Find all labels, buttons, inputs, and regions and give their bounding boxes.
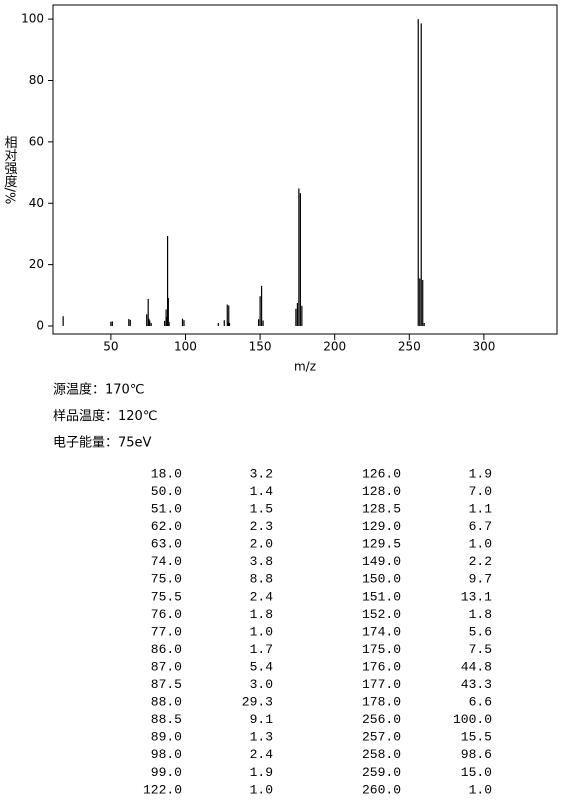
table-mz: 178.0 [362,695,401,710]
table-mz: 122.0 [143,782,182,797]
table-mz: 50.0 [151,484,182,499]
table-mz: 151.0 [362,589,401,604]
x-tick-label: 200 [323,340,346,354]
table-mz: 51.0 [151,502,182,517]
table-intensity: 1.9 [469,466,492,481]
table-mz: 63.0 [151,537,182,552]
table-intensity: 8.8 [250,572,273,587]
table-mz: 129.0 [362,519,401,534]
y-tick-label: 20 [29,257,44,271]
table-intensity: 1.8 [250,607,273,622]
y-tick-label: 0 [36,319,44,333]
table-intensity: 44.8 [461,659,492,674]
plot-frame [52,4,558,335]
table-mz: 260.0 [362,782,401,797]
table-intensity: 1.7 [250,642,273,657]
table-mz: 88.0 [151,695,182,710]
table-intensity: 5.4 [250,659,274,674]
x-tick-label: 50 [103,340,118,354]
table-mz: 176.0 [362,659,401,674]
table-mz: 18.0 [151,466,182,481]
x-axis-label: m/z [294,360,316,374]
table-mz: 177.0 [362,677,401,692]
table-intensity: 6.6 [469,695,492,710]
table-intensity: 9.1 [250,712,274,727]
table-intensity: 7.0 [469,484,492,499]
table-mz: 74.0 [151,554,182,569]
table-mz: 75.0 [151,572,182,587]
table-intensity: 1.3 [250,730,273,745]
x-tick-label: 300 [472,340,495,354]
y-tick-label: 100 [21,12,44,26]
table-intensity: 7.5 [469,642,492,657]
table-mz: 76.0 [151,607,182,622]
table-intensity: 9.7 [469,572,492,587]
info-line: 样品温度：120℃ [53,408,157,424]
table-mz: 77.0 [151,624,182,639]
table-intensity: 1.0 [469,537,492,552]
x-tick-label: 100 [174,340,197,354]
table-intensity: 3.8 [250,554,273,569]
table-intensity: 1.8 [469,607,492,622]
table-intensity: 2.4 [250,747,274,762]
table-intensity: 1.9 [250,765,273,780]
table-intensity: 2.2 [469,554,492,569]
table-mz: 87.5 [151,677,182,692]
table-mz: 129.5 [362,537,401,552]
table-intensity: 2.0 [250,537,273,552]
table-intensity: 29.3 [242,695,273,710]
table-mz: 126.0 [362,466,401,481]
table-intensity: 1.0 [469,782,492,797]
table-intensity: 98.6 [461,747,492,762]
table-mz: 150.0 [362,572,401,587]
table-intensity: 2.4 [250,589,274,604]
table-intensity: 6.7 [469,519,492,534]
table-mz: 88.5 [151,712,182,727]
y-axis-label: 相对强度/% [2,136,18,205]
table-mz: 152.0 [362,607,401,622]
table-mz: 99.0 [151,765,182,780]
table-intensity: 13.1 [461,589,492,604]
table-intensity: 1.0 [250,624,273,639]
table-intensity: 3.0 [250,677,273,692]
x-tick-label: 150 [249,340,272,354]
table-intensity: 3.2 [250,466,273,481]
table-mz: 62.0 [151,519,182,534]
y-tick-label: 60 [29,134,44,148]
y-tick-label: 40 [29,196,44,210]
table-intensity: 43.3 [461,677,492,692]
table-mz: 259.0 [362,765,401,780]
table-mz: 256.0 [362,712,401,727]
x-tick-label: 250 [398,340,421,354]
table-intensity: 15.0 [461,765,492,780]
table-mz: 87.0 [151,659,182,674]
table-intensity: 1.0 [250,782,273,797]
info-line: 源温度：170℃ [53,382,144,398]
y-tick-label: 80 [29,73,44,87]
table-mz: 174.0 [362,624,401,639]
table-intensity: 1.4 [250,484,274,499]
table-mz: 89.0 [151,730,182,745]
table-mz: 257.0 [362,730,401,745]
table-mz: 98.0 [151,747,182,762]
table-mz: 128.5 [362,502,401,517]
table-intensity: 1.1 [469,502,493,517]
table-intensity: 15.5 [461,730,492,745]
table-mz: 149.0 [362,554,401,569]
table-mz: 86.0 [151,642,182,657]
table-intensity: 2.3 [250,519,273,534]
table-mz: 258.0 [362,747,401,762]
table-mz: 175.0 [362,642,401,657]
table-intensity: 100.0 [453,712,492,727]
table-intensity: 5.6 [469,624,492,639]
info-line: 电子能量：75eV [53,436,152,451]
table-intensity: 1.5 [250,502,273,517]
table-mz: 128.0 [362,484,401,499]
table-mz: 75.5 [151,589,182,604]
